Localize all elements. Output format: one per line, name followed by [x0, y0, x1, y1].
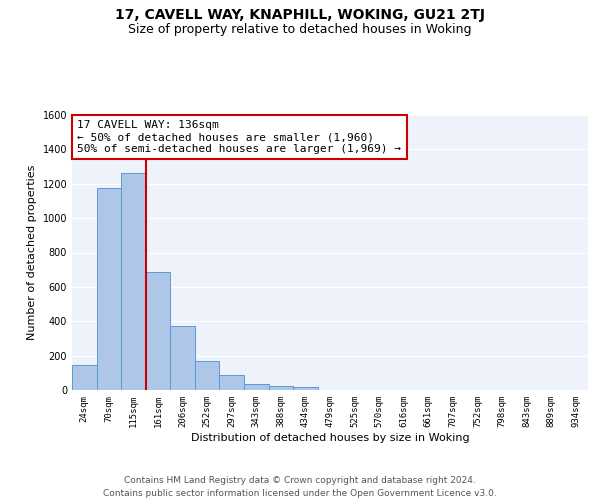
Text: Contains HM Land Registry data © Crown copyright and database right 2024.
Contai: Contains HM Land Registry data © Crown c…: [103, 476, 497, 498]
Bar: [244, 384, 269, 390]
Text: 17, CAVELL WAY, KNAPHILL, WOKING, GU21 2TJ: 17, CAVELL WAY, KNAPHILL, WOKING, GU21 2…: [115, 8, 485, 22]
Bar: [146, 272, 170, 390]
Bar: [97, 188, 121, 390]
Bar: [121, 174, 146, 390]
Bar: [269, 386, 293, 390]
X-axis label: Distribution of detached houses by size in Woking: Distribution of detached houses by size …: [191, 432, 469, 442]
Bar: [220, 376, 244, 390]
Text: 17 CAVELL WAY: 136sqm
← 50% of detached houses are smaller (1,960)
50% of semi-d: 17 CAVELL WAY: 136sqm ← 50% of detached …: [77, 120, 401, 154]
Y-axis label: Number of detached properties: Number of detached properties: [27, 165, 37, 340]
Text: Size of property relative to detached houses in Woking: Size of property relative to detached ho…: [128, 22, 472, 36]
Bar: [170, 326, 195, 390]
Bar: [195, 361, 220, 390]
Bar: [72, 364, 97, 390]
Bar: [293, 388, 318, 390]
